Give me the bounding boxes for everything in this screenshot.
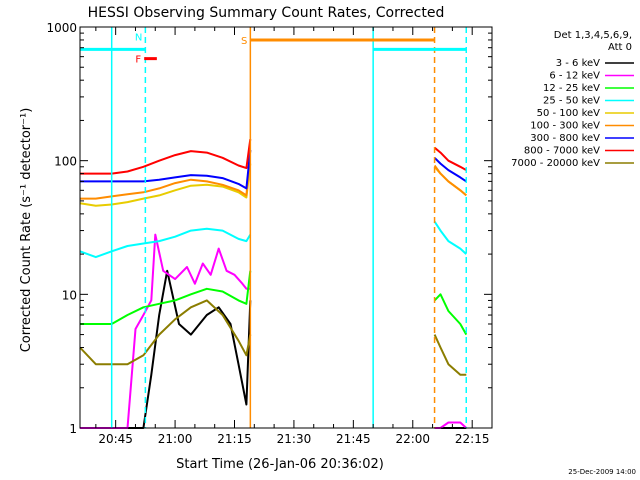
legend-title-line-1: Att 0 [608,42,632,53]
x-tick-label-4: 21:45 [336,432,371,446]
legend-label-8: 7000 - 20000 keV [511,158,600,169]
y-tick-label-0: 1 [69,422,77,436]
x-tick-label-2: 21:15 [217,432,252,446]
x-tick-label-1: 21:00 [158,432,193,446]
flag-label-1: N [135,32,142,43]
y-tick-label-2: 100 [54,155,77,169]
legend-label-0: 3 - 6 keV [556,58,600,69]
series-line-2-seg-1 [433,293,468,336]
plot-frame [79,26,493,429]
legend-label-5: 100 - 300 keV [530,121,600,132]
x-tick-label-6: 22:15 [455,432,490,446]
series-line-7-seg-1 [433,146,467,171]
y-tick-label-3: 1000 [46,21,77,35]
series-line-6-seg-0 [80,149,252,190]
legend-label-1: 6 - 12 keV [549,71,600,82]
series-line-6-seg-1 [433,157,467,183]
legend-label-2: 12 - 25 keV [543,83,600,94]
flag-label-3: S [241,36,247,47]
axes: 1 10 100 1000 20:45 21:00 21:15 21:30 21:45 22:00… [46,21,493,446]
x-axis-label: Start Time (26-Jan-06 20:36:02) [176,457,384,472]
generated-timestamp: 25-Dec-2009 14:00 [568,468,636,476]
plot-area: N F S [79,27,468,429]
legend: Det 1,3,4,5,6,9,Att 0 3 - 6 keV 6 - 12 keV… [511,30,634,169]
legend-label-4: 50 - 100 keV [537,108,601,119]
flag-label-2: F [135,55,141,66]
legend-label-6: 300 - 800 keV [530,133,600,144]
series-line-3-seg-0 [79,227,252,259]
legend-label-7: 800 - 7000 keV [524,146,600,157]
series-line-8-seg-1 [433,334,467,376]
x-tick-label-3: 21:30 [277,432,312,446]
y-axis-label: Corrected Count Rate (s⁻¹ detector⁻¹) [19,108,34,353]
x-tick-label-5: 22:00 [395,432,430,446]
series-line-1-seg-0 [80,233,251,429]
series-line-8-seg-0 [79,299,252,366]
chart-title: HESSI Observing Summary Count Rates, Cor… [88,5,445,21]
series-line-5-seg-1 [433,164,467,197]
y-tick-label-1: 10 [62,288,77,302]
legend-title-line-0: Det 1,3,4,5,6,9, [554,30,632,41]
legend-label-3: 25 - 50 keV [543,96,600,107]
series-line-3-seg-1 [433,221,467,255]
series-line-7-seg-0 [80,138,252,175]
x-tick-label-0: 20:45 [98,432,133,446]
series-line-0-seg-0 [80,269,252,429]
